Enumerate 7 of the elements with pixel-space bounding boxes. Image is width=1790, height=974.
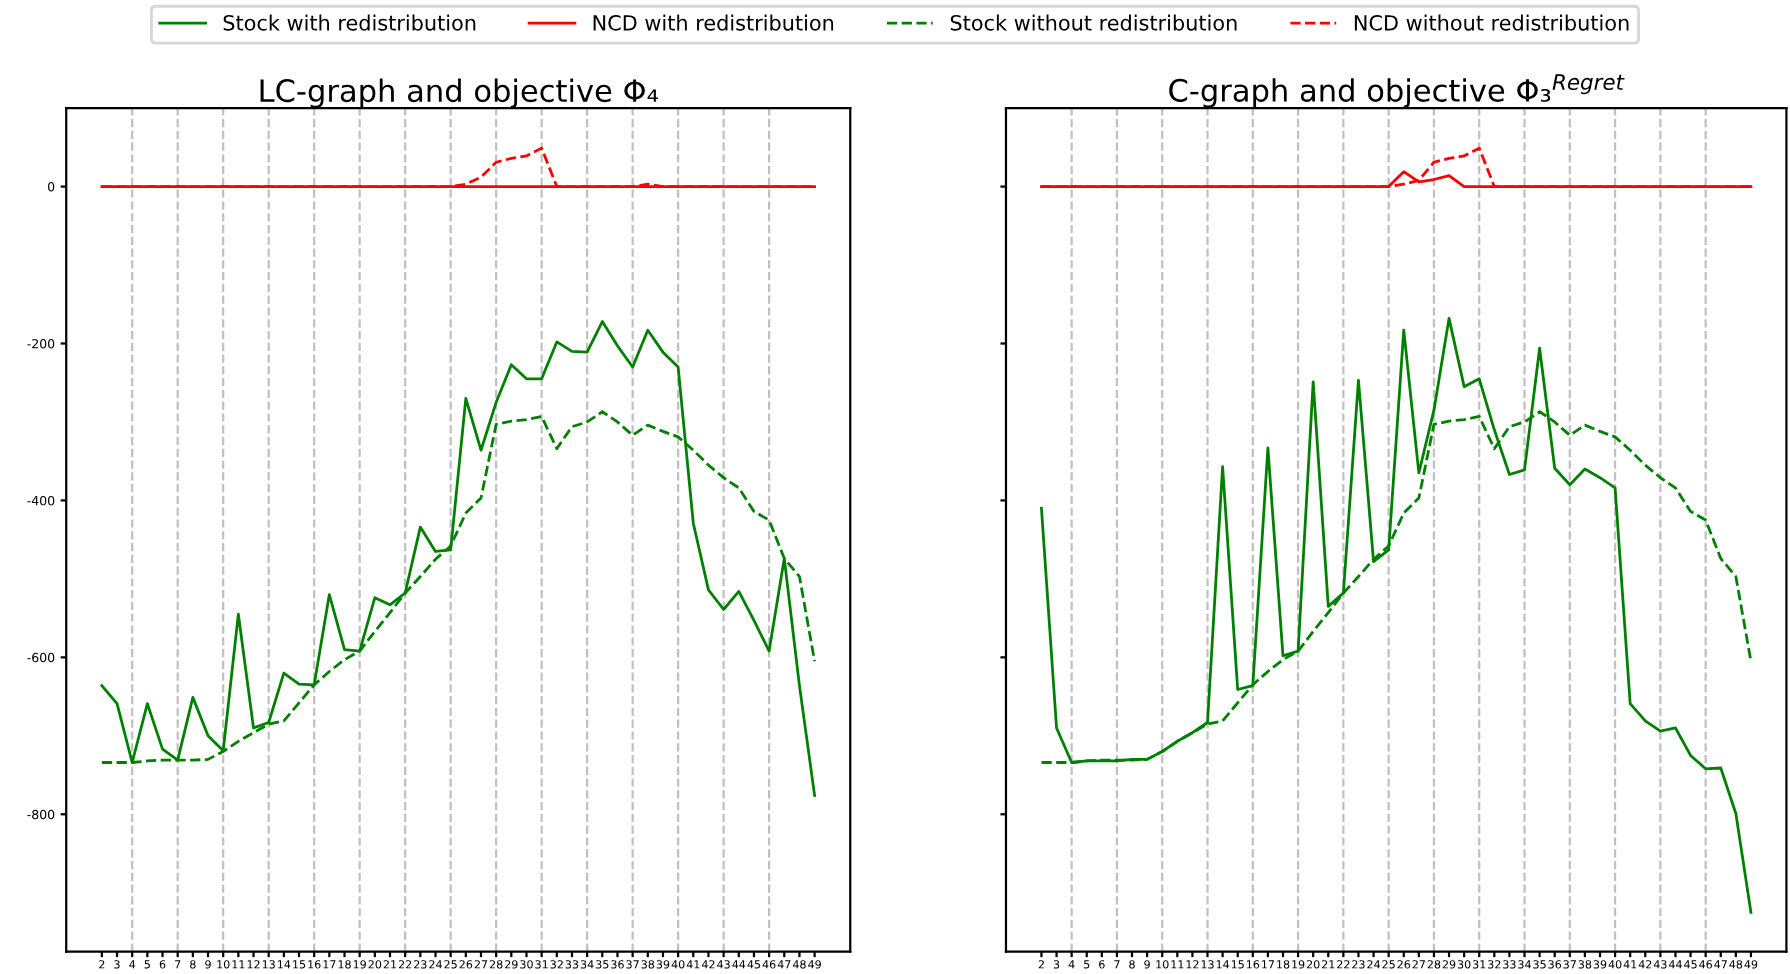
legend-label: NCD without redistribution bbox=[1354, 14, 1629, 31]
chart-title: LC-graph and objective Φ₄ bbox=[260, 78, 658, 109]
legend-label: Stock with redistribution bbox=[223, 14, 476, 31]
legend-label: Stock without redistribution bbox=[950, 14, 1237, 31]
line-series bbox=[100, 320, 816, 797]
chart-title: C-graph and objective Φ₃$^{Regret}$ bbox=[1169, 74, 1625, 108]
legend-label: NCD with redistribution bbox=[593, 14, 834, 31]
